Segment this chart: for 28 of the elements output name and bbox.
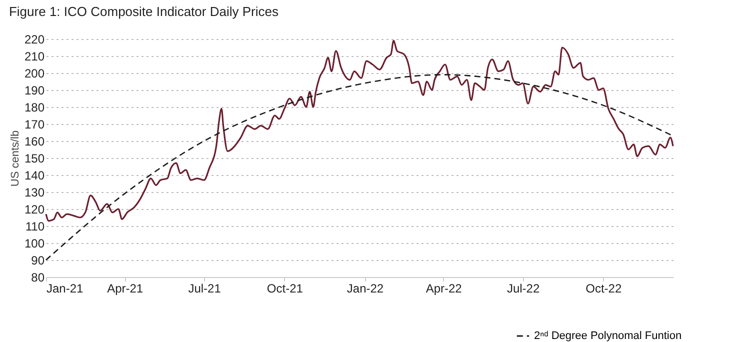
chart-title: Figure 1: ICO Composite Indicator Daily Prices xyxy=(8,4,279,19)
legend-label: 2ⁿᵈ Degree Polynomal Funtion xyxy=(534,330,682,342)
y-tick-label: 160 xyxy=(24,134,45,148)
y-tick-label: 180 xyxy=(24,100,45,114)
y-tick-label: 140 xyxy=(24,168,45,182)
x-tick-label: Jul-21 xyxy=(188,282,222,296)
x-tick-label: Oct-21 xyxy=(266,282,304,296)
y-tick-label: 200 xyxy=(24,66,45,80)
y-tick-label: 100 xyxy=(24,236,45,250)
y-tick-label: 220 xyxy=(24,32,45,46)
y-axis-title: US cents/lb xyxy=(9,130,22,187)
y-tick-label: 130 xyxy=(24,186,45,200)
x-tick-label: Jan-21 xyxy=(46,282,84,296)
y-tick-label: 190 xyxy=(24,84,45,98)
y-tick-label: 120 xyxy=(24,202,45,216)
y-tick-label: 170 xyxy=(24,118,45,132)
line-series xyxy=(45,74,674,261)
y-tick-label: 90 xyxy=(31,254,45,268)
x-tick-label: Oct-22 xyxy=(586,282,622,296)
x-tick-label: Apr-22 xyxy=(426,282,462,296)
x-tick-label: Apr-21 xyxy=(107,282,144,296)
y-tick-label: 150 xyxy=(24,152,45,166)
x-tick-label: Jul-22 xyxy=(506,282,540,296)
y-tick-label: 80 xyxy=(31,270,45,284)
y-tick-label: 110 xyxy=(25,220,45,234)
line-series xyxy=(45,40,674,222)
x-tick-label: Jan-22 xyxy=(346,282,384,296)
y-tick-label: 210 xyxy=(24,50,45,64)
